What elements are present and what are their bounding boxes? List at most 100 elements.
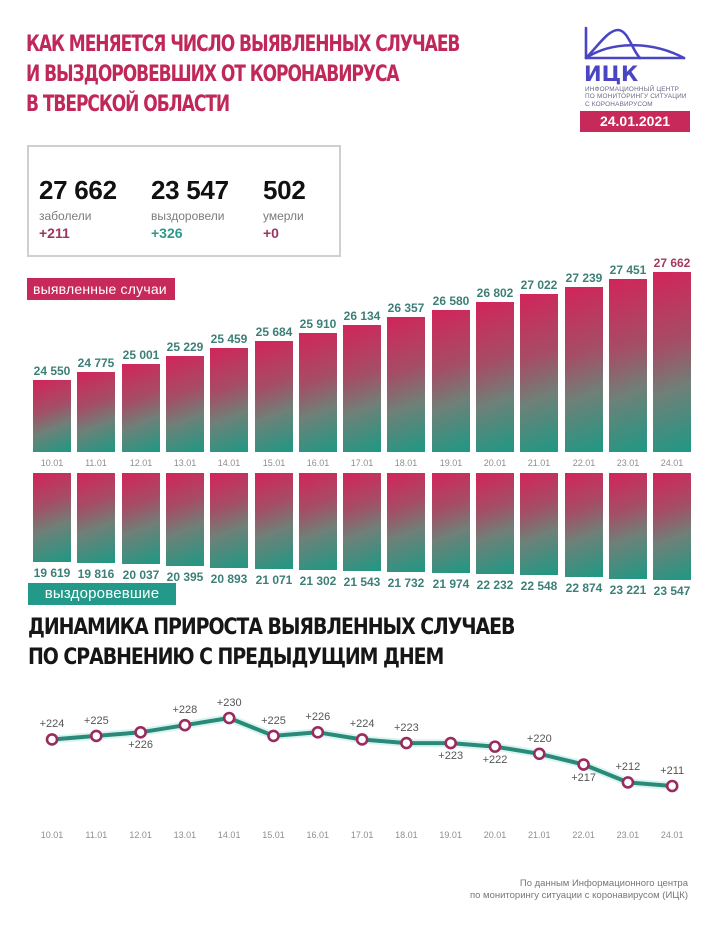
- recovered-bar: [609, 473, 647, 579]
- cases-bar-value: 25 229: [166, 340, 204, 355]
- cases-series-label: выявленные случаи: [27, 278, 175, 300]
- recovered-bar: [432, 473, 470, 573]
- date-tick: 16.01: [306, 458, 330, 468]
- data-point-marker: [355, 733, 369, 746]
- date-tick: 14.01: [217, 458, 241, 468]
- point-label: +228: [172, 704, 198, 717]
- recovered-bar-value: 21 302: [299, 573, 337, 588]
- cases-bar: [77, 372, 115, 452]
- cases-bar: [432, 309, 470, 452]
- point-label: +224: [349, 718, 375, 731]
- recovered-bar-value: 19 816: [77, 566, 115, 581]
- logo-subtitle-line: С КОРОНАВИРУСОМ: [585, 100, 653, 108]
- growth-line-chart: +224 10.01 +225 11.01 +226 12.01 +228 13.01 +230…: [0, 690, 720, 850]
- source-line: по мониторингу ситуации с коронавирусом …: [469, 890, 688, 901]
- point-label: +224: [39, 718, 65, 731]
- date-tick: 20.01: [483, 458, 507, 468]
- title-line-1: КАК МЕНЯЕТСЯ ЧИСЛО ВЫЯВЛЕННЫХ СЛУЧАЕВ: [26, 32, 460, 57]
- logo-subtitle-line: ПО МОНИТОРИНГУ СИТУАЦИИ: [585, 93, 687, 101]
- point-label: +226: [128, 739, 153, 752]
- cases-bar-value: 25 459: [210, 332, 248, 347]
- cases-bar-value: 26 134: [343, 309, 381, 324]
- stats-summary: 27 662 заболели +211 23 547 выздоровели …: [27, 145, 341, 257]
- recovered-bar-value: 21 974: [432, 576, 470, 591]
- cases-bar: [653, 272, 691, 452]
- date-tick: 12.01: [129, 830, 152, 840]
- date-tick: 18.01: [395, 830, 418, 840]
- data-point-marker: [267, 729, 280, 743]
- point-label: +230: [216, 697, 242, 709]
- recovered-bar: [565, 473, 603, 577]
- recovered-bar-value: 21 732: [387, 575, 425, 590]
- cases-bar-value: 27 662: [653, 256, 691, 270]
- recovered-bar: [33, 473, 71, 562]
- point-label: +220: [526, 732, 552, 745]
- data-point-marker: [45, 733, 59, 746]
- date-tick: 13.01: [173, 830, 197, 840]
- recovered-bar: [210, 473, 248, 568]
- date-tick: 22.01: [572, 830, 595, 840]
- data-point-marker: [311, 726, 325, 739]
- date-tick: 18.01: [394, 458, 418, 468]
- date-tick: 19.01: [439, 830, 462, 840]
- stat-value: 27 662: [39, 175, 117, 205]
- title-line-3: В ТВЕРСКОЙ ОБЛАСТИ: [26, 92, 230, 117]
- logo-abbreviation: ИЦК: [584, 62, 639, 86]
- stat-value: 23 547: [151, 175, 229, 205]
- data-point-marker: [665, 779, 679, 793]
- recovered-bar-value: 22 232: [476, 577, 514, 592]
- growth-title-line-2: ПО СРАВНЕНИЮ С ПРЕДЫДУЩИМ ДНЕМ: [28, 645, 444, 670]
- data-point-marker: [444, 736, 458, 750]
- growth-title-line-1: ДИНАМИКА ПРИРОСТА ВЫЯВЛЕННЫХ СЛУЧАЕВ: [28, 615, 515, 640]
- cases-bar: [166, 356, 204, 452]
- growth-line-plot: [45, 711, 679, 793]
- cases-bar: [33, 380, 71, 452]
- wave-curve-logo-icon: [584, 26, 686, 60]
- cases-bar: [476, 301, 514, 452]
- recovered-bar: [520, 473, 558, 576]
- stat-label: заболели: [39, 209, 92, 223]
- point-label: +222: [482, 753, 508, 766]
- data-point-marker: [222, 711, 236, 725]
- logo-subtitle-line: ИНФОРМАЦИОННЫЙ ЦЕНТР: [585, 86, 680, 93]
- recovered-bar-value: 22 548: [520, 579, 558, 594]
- recovered-bar-value: 19 619: [33, 566, 71, 580]
- source-line: По данным Информационного центра: [519, 878, 688, 889]
- point-label: +211: [660, 765, 685, 777]
- recovered-bar: [343, 473, 381, 571]
- recovered-bar: [122, 473, 160, 564]
- cases-bar-value: 24 775: [77, 356, 115, 371]
- stat-infected: 27 662 заболели +211: [39, 175, 117, 241]
- cases-bar: [210, 348, 248, 452]
- data-point-marker: [488, 740, 502, 753]
- recovered-bar-value: 21 543: [343, 574, 381, 589]
- date-tick: 13.01: [173, 458, 197, 468]
- point-label: +226: [305, 711, 331, 724]
- point-label: +217: [571, 771, 596, 784]
- recovered-bar: [77, 473, 115, 563]
- stat-label: умерли: [263, 209, 304, 223]
- date-tick: 22.01: [572, 458, 596, 468]
- date-tick: 23.01: [616, 458, 640, 468]
- page-title: КАК МЕНЯЕТСЯ ЧИСЛО ВЫЯВЛЕННЫХ СЛУЧАЕВ И …: [26, 30, 460, 120]
- recovered-bar: [476, 473, 514, 574]
- recovered-bar-value: 21 071: [255, 572, 293, 587]
- data-point-marker: [532, 747, 546, 761]
- point-label: +212: [615, 761, 641, 774]
- cases-bar-value: 25 684: [255, 324, 293, 339]
- recovered-bar-value: 23 547: [653, 584, 691, 598]
- date-tick: 17.01: [350, 458, 374, 468]
- date-tick: 21.01: [527, 458, 551, 468]
- recovered-bar: [299, 473, 337, 570]
- logo-subtitle: ИНФОРМАЦИОННЫЙ ЦЕНТР ПО МОНИТОРИНГУ СИТУ…: [585, 86, 687, 108]
- data-point-marker: [577, 758, 590, 771]
- cases-bar-value: 27 239: [565, 270, 603, 285]
- date-tick: 24.01: [660, 830, 684, 840]
- recovered-bar: [255, 473, 293, 569]
- stat-delta: +326: [151, 225, 183, 241]
- date-tick: 11.01: [85, 830, 108, 840]
- cases-bar: [565, 286, 603, 452]
- data-point-marker: [400, 736, 413, 750]
- stat-delta: +211: [39, 225, 70, 241]
- date-badge: 24.01.2021: [580, 111, 690, 132]
